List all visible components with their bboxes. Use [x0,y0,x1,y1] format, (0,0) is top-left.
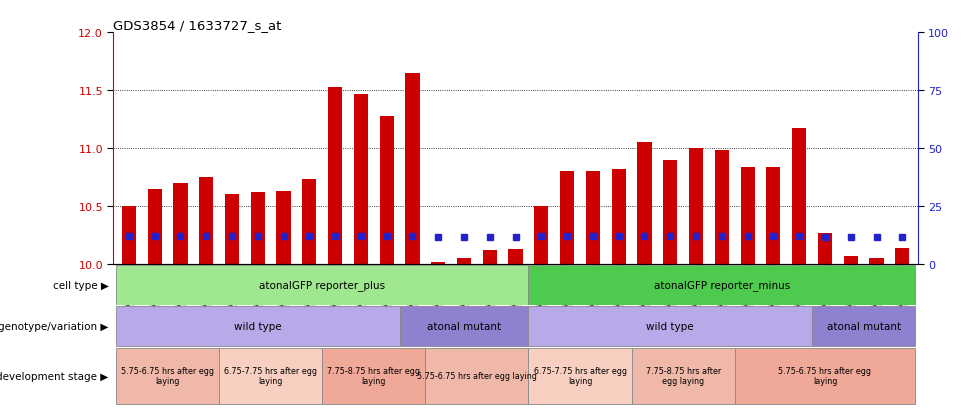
Bar [766,167,780,264]
Bar [277,192,290,264]
Bar [148,189,161,264]
FancyBboxPatch shape [529,348,631,404]
FancyBboxPatch shape [116,265,529,305]
Text: wild type: wild type [234,321,282,331]
Text: atonal mutant: atonal mutant [826,321,900,331]
FancyBboxPatch shape [426,348,529,404]
Bar [611,169,626,264]
Bar [715,151,728,264]
Bar [122,206,136,264]
Bar [792,129,806,264]
FancyBboxPatch shape [116,306,400,346]
Bar [741,167,754,264]
Text: atonal mutant: atonal mutant [427,321,501,331]
Bar [406,74,420,264]
Bar [456,259,471,264]
Text: 5.75-6.75 hrs after egg
laying: 5.75-6.75 hrs after egg laying [778,366,872,385]
Bar [225,195,239,264]
Text: 7.75-8.75 hrs after egg
laying: 7.75-8.75 hrs after egg laying [328,366,420,385]
Text: genotype/variation ▶: genotype/variation ▶ [0,321,109,331]
Bar [173,183,187,264]
FancyBboxPatch shape [529,265,915,305]
FancyBboxPatch shape [400,306,529,346]
Text: 7.75-8.75 hrs after
egg laying: 7.75-8.75 hrs after egg laying [646,366,721,385]
FancyBboxPatch shape [631,348,735,404]
Bar [560,172,575,264]
FancyBboxPatch shape [735,348,915,404]
Text: 5.75-6.75 hrs after egg laying: 5.75-6.75 hrs after egg laying [417,371,537,380]
FancyBboxPatch shape [116,348,219,404]
Bar [818,233,832,264]
Bar [586,172,600,264]
Text: atonalGFP reporter_minus: atonalGFP reporter_minus [653,280,790,290]
Bar [534,206,549,264]
FancyBboxPatch shape [529,306,812,346]
Bar [637,143,652,264]
Bar [303,180,316,264]
FancyBboxPatch shape [812,306,915,346]
Bar [663,160,678,264]
Text: cell type ▶: cell type ▶ [53,280,109,290]
FancyBboxPatch shape [219,348,322,404]
Bar [380,116,394,264]
Text: wild type: wild type [647,321,694,331]
Text: GDS3854 / 1633727_s_at: GDS3854 / 1633727_s_at [113,19,282,32]
Bar [844,256,858,264]
Bar [689,149,703,264]
Bar [199,178,213,264]
Bar [354,94,368,264]
Bar [482,250,497,264]
FancyBboxPatch shape [322,348,426,404]
Text: development stage ▶: development stage ▶ [0,371,109,381]
Text: atonalGFP reporter_plus: atonalGFP reporter_plus [259,280,385,290]
Bar [251,192,265,264]
Bar [431,262,445,264]
Bar [328,88,342,264]
Bar [896,248,909,264]
Bar [870,259,883,264]
Text: 5.75-6.75 hrs after egg
laying: 5.75-6.75 hrs after egg laying [121,366,214,385]
Bar [508,249,523,264]
Text: 6.75-7.75 hrs after egg
laying: 6.75-7.75 hrs after egg laying [224,366,317,385]
Text: 6.75-7.75 hrs after egg
laying: 6.75-7.75 hrs after egg laying [533,366,627,385]
